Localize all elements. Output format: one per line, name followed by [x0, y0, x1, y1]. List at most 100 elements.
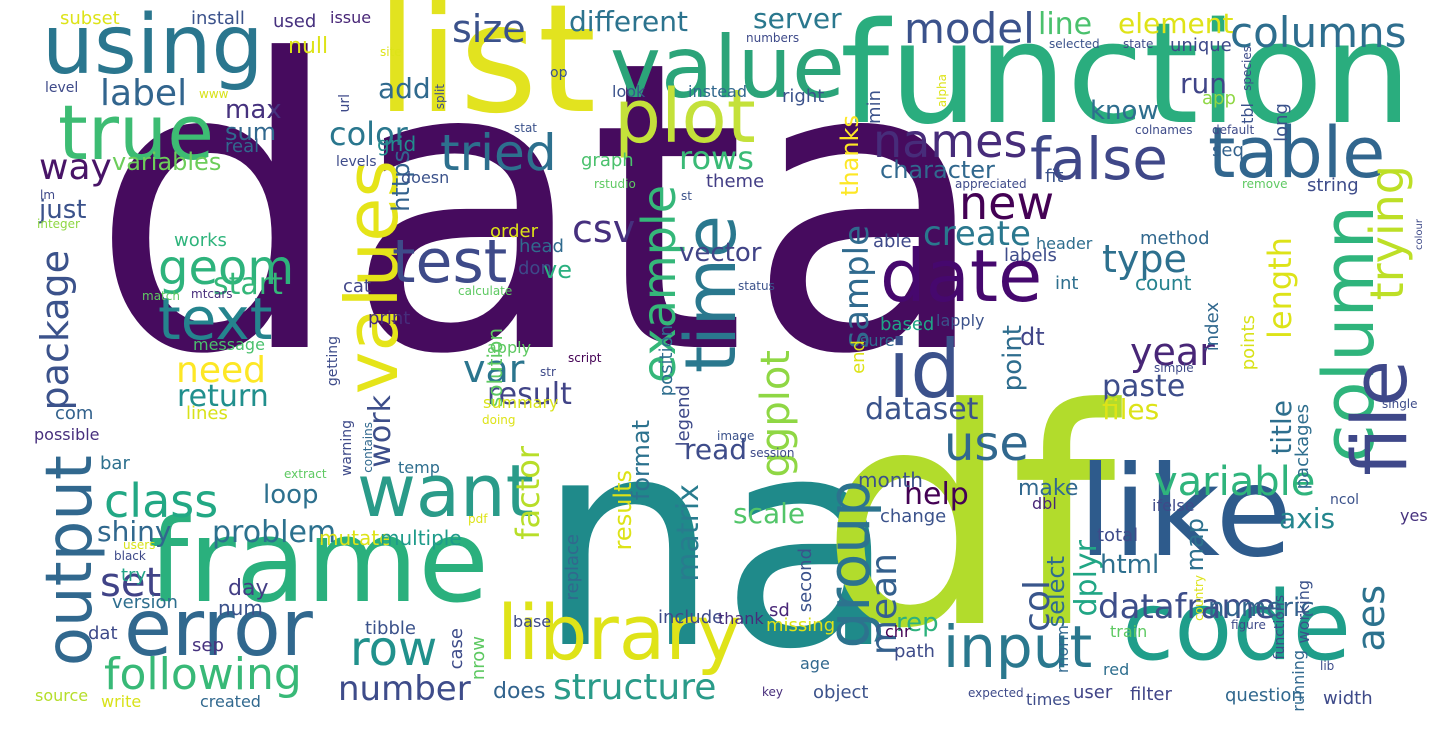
word-summary: summary [483, 393, 559, 412]
word-ncol: ncol [1330, 492, 1360, 508]
word-mutate: mutate [319, 526, 392, 550]
word-red: red [1103, 660, 1130, 679]
word-rep: rep [896, 608, 939, 638]
word-match: match [142, 289, 180, 303]
word-unique: unique [1170, 35, 1232, 56]
word-user: user [1073, 682, 1113, 703]
word-pdf: pdf [468, 512, 488, 526]
word-contains: contains [361, 422, 375, 473]
word-appreciated: appreciated [955, 177, 1027, 191]
word-long: long [1271, 103, 1292, 142]
word-url: url [337, 94, 353, 113]
word-set: set [100, 560, 162, 606]
word-element: element [1118, 7, 1234, 40]
word-com: com [55, 403, 94, 424]
word-variable: variable [1154, 459, 1316, 505]
word-multiple: multiple [380, 526, 462, 550]
word-key: key [762, 685, 784, 699]
word-max: max [225, 95, 282, 125]
word-help: help [904, 477, 969, 512]
word-csv: csv [572, 207, 636, 251]
word-app: app [1202, 88, 1236, 109]
word-working: working [1294, 580, 1313, 644]
word-install: install [191, 8, 245, 29]
word-run: run [1180, 67, 1228, 100]
word-black: black [114, 549, 146, 563]
word-rnorm: rnorm [1053, 625, 1072, 674]
word-species: species [1240, 46, 1254, 91]
word-issue: issue [330, 8, 372, 27]
word-type: type [1102, 237, 1187, 281]
word-input: input [943, 613, 1093, 681]
word-server: server [753, 2, 842, 35]
word-subset: subset [60, 8, 120, 29]
word-apply: apply [487, 338, 532, 357]
word-object: object [813, 682, 869, 703]
word-package: package [33, 250, 77, 411]
word-read: read [684, 433, 748, 466]
word-method: method [1140, 228, 1210, 249]
word-row: row [350, 621, 438, 677]
word-session: session [750, 446, 795, 460]
word-frame: frame [148, 495, 490, 629]
word-error: error [124, 584, 313, 674]
word-want: want [357, 449, 534, 533]
word-like: like [1078, 440, 1293, 585]
word-know: know [1090, 96, 1159, 126]
word-extract: extract [284, 467, 327, 481]
word-split: split [433, 84, 447, 110]
word-numeric: numeric [1208, 593, 1315, 623]
word-based: based [880, 314, 935, 335]
word-status: status [738, 279, 775, 293]
word-state: state [1123, 37, 1154, 51]
word-warning: warning [339, 420, 355, 477]
word-df: df [820, 345, 1117, 694]
word-works: works [174, 230, 227, 251]
word-doesn: doesn [401, 168, 450, 187]
word-levels: levels [336, 154, 377, 170]
word-case: case [446, 628, 467, 670]
word-format: format [627, 420, 655, 501]
word-string: string [1307, 175, 1359, 196]
word-expected: expected [968, 686, 1024, 700]
word-date: date [880, 234, 1043, 318]
word-header: header [1036, 234, 1093, 253]
word-length: length [1261, 237, 1299, 339]
word-test: test [392, 227, 508, 297]
word-need: need [176, 350, 266, 391]
word-lm: lm [40, 188, 56, 202]
word-points: points [1238, 315, 1259, 371]
word-include: include [658, 607, 724, 628]
word-numbers: numbers [746, 31, 800, 45]
word-base: base [513, 612, 552, 631]
word-users: users [123, 538, 156, 552]
word-legend: legend [673, 385, 694, 447]
word-bar: bar [100, 453, 130, 474]
word-train: train [1110, 622, 1148, 641]
word-second: second [795, 548, 816, 613]
word-thanks: thanks [836, 115, 864, 196]
word-code: code [1122, 572, 1352, 682]
word-colnames: colnames [1135, 123, 1193, 137]
word-sep: sep [192, 635, 224, 656]
word-rstudio: rstudio [594, 177, 636, 191]
word-size: size [452, 7, 526, 51]
word-paste: paste [1102, 369, 1186, 404]
word-select: select [1042, 556, 1070, 628]
word-lib: lib [1320, 659, 1335, 673]
word-dbl: dbl [1032, 494, 1057, 513]
word-start: start [213, 267, 283, 302]
word-trying: trying [1360, 165, 1414, 301]
word-write: write [101, 692, 142, 711]
word-stat: stat [514, 121, 538, 135]
word-library: library [497, 588, 742, 677]
word-variables: variables [112, 148, 222, 176]
word-used: used [273, 11, 317, 32]
word-dataset: dataset [865, 392, 979, 427]
word-path: path [894, 641, 935, 662]
word-make: make [1018, 476, 1079, 501]
word-shiny: shiny [97, 515, 172, 548]
word-class: class [104, 474, 219, 528]
word-new: new [959, 176, 1055, 230]
word-temp: temp [398, 458, 440, 477]
